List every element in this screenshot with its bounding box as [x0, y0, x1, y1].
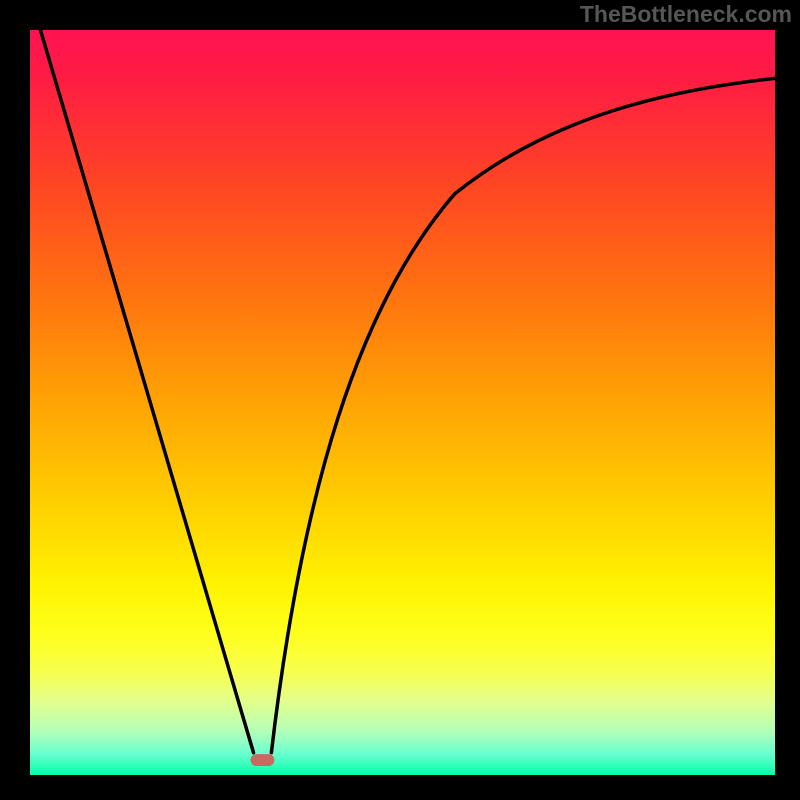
plot-area	[30, 30, 775, 775]
watermark-text: TheBottleneck.com	[580, 0, 792, 28]
gradient-background	[30, 30, 775, 775]
chart-root: TheBottleneck.com	[0, 0, 800, 800]
chart-svg	[30, 30, 775, 775]
minimum-marker	[251, 754, 275, 766]
